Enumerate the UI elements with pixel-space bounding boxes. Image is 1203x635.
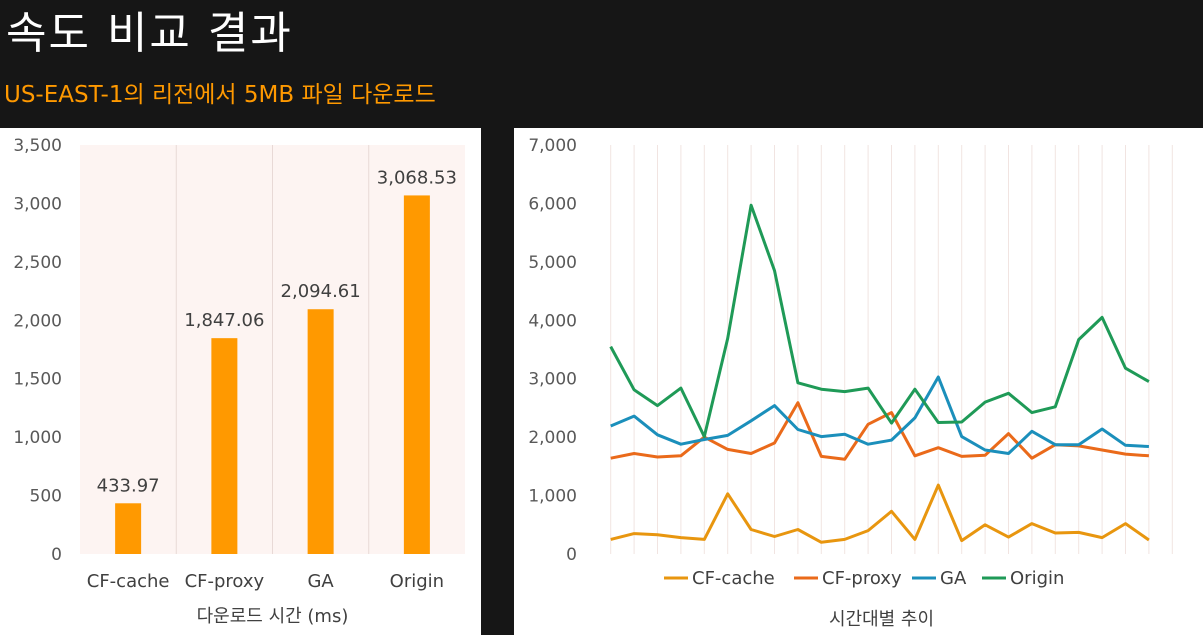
y-tick-label: 2,000 <box>528 428 577 448</box>
y-tick-label: 2,500 <box>13 253 62 273</box>
y-tick-label: 1,500 <box>13 370 62 390</box>
legend-label: CF-cache <box>692 568 775 589</box>
y-tick-label: 4,000 <box>528 311 577 331</box>
y-tick-label: 1,000 <box>528 487 577 507</box>
bar-data-label: 433.97 <box>97 475 160 496</box>
y-tick-label: 0 <box>566 545 577 565</box>
bar <box>307 309 334 554</box>
bar-chart: 0 500 1,000 1,500 2,000 2,500 3,000 3,500 433.97… <box>13 136 465 627</box>
legend-label: Origin <box>1010 568 1064 589</box>
x-category-label: CF-cache <box>87 571 170 592</box>
legend-label: GA <box>940 568 967 589</box>
y-tick-label: 500 <box>30 487 62 507</box>
x-category-label: GA <box>307 571 334 592</box>
page-title: 속도 비교 결과 <box>6 8 293 59</box>
bar <box>115 503 142 554</box>
y-tick-label: 3,000 <box>13 194 62 214</box>
bar-chart-panel: 0 500 1,000 1,500 2,000 2,500 3,000 3,500 433.97… <box>0 128 481 635</box>
series-line-origin <box>609 203 1150 439</box>
y-tick-label: 5,000 <box>528 253 577 273</box>
x-axis-title: 다운로드 시간 (ms) <box>197 606 349 627</box>
bar-data-label: 1,847.06 <box>184 310 264 331</box>
y-tick-label: 3,500 <box>13 136 62 156</box>
y-tick-label: 0 <box>51 545 62 565</box>
bar-data-label: 2,094.61 <box>281 281 361 302</box>
y-tick-label: 1,000 <box>13 428 62 448</box>
x-category-label: Origin <box>390 571 444 592</box>
y-tick-label: 7,000 <box>528 136 577 156</box>
x-axis-title: 시간대별 추이 <box>829 609 934 630</box>
y-tick-label: 2,000 <box>13 311 62 331</box>
page-subtitle: US-EAST-1의 리전에서 5MB 파일 다운로드 <box>4 82 436 108</box>
line-chart-panel: 0 1,000 2,000 3,000 4,000 5,000 6,000 7,000 CF-c… <box>514 128 1203 635</box>
series-line-ga <box>610 375 1149 455</box>
line-chart: 0 1,000 2,000 3,000 4,000 5,000 6,000 7,000 CF-c… <box>528 136 1173 630</box>
legend-label: CF-proxy <box>822 568 902 589</box>
bar <box>211 338 238 554</box>
x-category-label: CF-proxy <box>185 571 265 592</box>
bar <box>403 195 430 554</box>
bar-data-label: 3,068.53 <box>377 167 457 188</box>
y-tick-label: 6,000 <box>528 194 577 214</box>
y-tick-label: 3,000 <box>528 370 577 390</box>
series-line-cf-cache <box>610 483 1150 544</box>
